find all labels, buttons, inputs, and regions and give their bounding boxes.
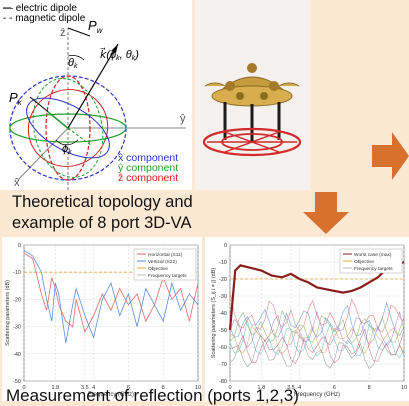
- measurement-caption: Measurement of reflection (ports 1,2,3): [6, 386, 299, 405]
- topology-caption: Theoretical topology and example of 8 po…: [12, 192, 242, 234]
- y-tick-label: -20: [219, 277, 227, 283]
- caption-line-1: Theoretical topology and: [12, 193, 193, 211]
- theta-label: θk: [68, 57, 78, 70]
- legend-label: Objective: [354, 259, 374, 265]
- topology-background: [0, 0, 192, 190]
- x-tick-label: 3.5: [287, 385, 295, 391]
- projection-line: [67, 127, 93, 147]
- legend-label: Frequency targets: [354, 266, 393, 272]
- y-component-label: ŷ component: [118, 162, 178, 174]
- phi-label: ϕk: [62, 143, 72, 156]
- coupling-plot: 0-10-20-30-40-50-60-70-800 1.8 3.5 4 6 8 10Fre…: [211, 243, 407, 398]
- coupling-trace: [229, 302, 405, 338]
- pw-label: Pw: [88, 18, 104, 35]
- x-tick-label: 8: [368, 385, 371, 391]
- x-tick-label: 3.5: [81, 385, 89, 391]
- x-tick-label: 10: [195, 385, 201, 391]
- y-tick-label: 0: [18, 243, 21, 249]
- green-ellipse-dashed: [32, 78, 104, 178]
- x-tick-label: 4: [92, 385, 95, 391]
- pk-label: Pk: [9, 90, 23, 107]
- x-tick-label: 0: [228, 385, 231, 391]
- k-vector: [67, 43, 119, 129]
- x-tick-label: 6: [127, 385, 130, 391]
- down-arrow: [303, 192, 349, 234]
- y-axis-title: Scattering parameters (S_ij i ≠ j) (dB): [211, 268, 217, 359]
- x-tick-label: 1.8: [257, 385, 265, 391]
- x-axis-label: x̂: [14, 177, 20, 189]
- series-line: [228, 260, 405, 331]
- x-tick-label: 4: [298, 385, 301, 391]
- x-axis-title: Frequency (GHz): [294, 392, 340, 398]
- coupling-trace: [229, 333, 405, 369]
- coupling-trace: [229, 292, 405, 333]
- y-tick-label: -20: [13, 297, 21, 303]
- red-ellipse-dashed: [45, 75, 91, 181]
- topology-diagram: — electric dipole - - magnetic dipole ẑ …: [0, 0, 192, 190]
- y-tick-label: -70: [219, 362, 227, 368]
- theta-arc: [67, 55, 85, 61]
- legend-label: Worst case (max): [354, 252, 392, 258]
- k-vector-arrowhead: [111, 44, 118, 53]
- top-figure: — electric dipole - - magnetic dipole ẑ …: [0, 0, 409, 234]
- phi-arc: [55, 139, 79, 146]
- y-tick-label: -80: [219, 379, 227, 385]
- x-tick-label: 6: [333, 385, 336, 391]
- green-ellipse: [9, 113, 127, 143]
- series-line: [23, 250, 199, 343]
- legend-label: Frequency targets: [148, 273, 187, 279]
- legend-label: Objective: [148, 266, 168, 272]
- series-line: [23, 252, 199, 334]
- x-component-label: x̂ component: [118, 152, 178, 164]
- x-tick-label: 1.8: [51, 385, 59, 391]
- y-tick-label: -40: [13, 352, 21, 358]
- pw-vector: [67, 27, 91, 37]
- x-axis: [17, 127, 69, 181]
- antenna-image: [202, 63, 302, 157]
- y-tick-label: -40: [219, 311, 227, 317]
- electric-legend-text: — electric dipole: [3, 3, 77, 14]
- x-axis-title: Frequency (GHz): [88, 392, 134, 398]
- y-component-line: [47, 111, 71, 131]
- right-arrow: [372, 132, 409, 180]
- z-axis-label: ẑ: [60, 27, 66, 39]
- x-tick-label: 10: [401, 385, 407, 391]
- y-tick-label: -50: [13, 379, 21, 385]
- coupling-trace: [229, 310, 405, 348]
- legend-label: Vertical (S22): [148, 259, 177, 265]
- y-tick-label: -30: [219, 294, 227, 300]
- antenna-photo: [195, 0, 310, 190]
- red-ellipse: [27, 89, 109, 167]
- coupling-trace: [229, 325, 405, 355]
- coupling-trace: [229, 310, 405, 344]
- y-tick-label: -10: [219, 260, 227, 266]
- y-tick-label: -50: [219, 328, 227, 334]
- k-vector-label: k⃗(ϕk, θk): [99, 47, 139, 62]
- legend-label: Horizontal (S11): [148, 252, 183, 258]
- y-tick-label: 0: [224, 243, 227, 249]
- component-legend: x̂ component ŷ component ẑ component: [118, 152, 178, 184]
- y-axis-label: ŷ: [180, 113, 186, 125]
- x-tick-label: 0: [22, 385, 25, 391]
- y-axis-title: Scattering parameters (dB): [5, 280, 11, 346]
- x-tick-label: 8: [162, 385, 165, 391]
- z-component-label: ẑ component: [118, 172, 178, 184]
- y-tick-label: -30: [13, 325, 21, 331]
- y-tick-label: -10: [13, 270, 21, 276]
- magnetic-legend-text: - - magnetic dipole: [3, 13, 86, 24]
- y-tick-label: -60: [219, 345, 227, 351]
- caption-line-2: example of 8 port 3D-VA: [12, 214, 192, 232]
